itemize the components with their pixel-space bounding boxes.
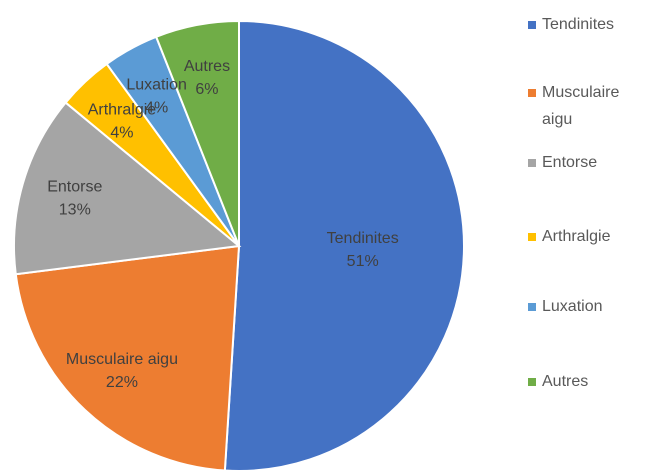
slice-category-label: Autres: [184, 58, 230, 75]
slice-value-label: 22%: [106, 374, 138, 391]
legend-text: Luxation: [542, 298, 603, 315]
slice-value-label: 13%: [59, 202, 91, 219]
slice-category-label: Tendinites: [327, 230, 399, 247]
legend-marker: [528, 378, 536, 386]
pie-slice: [14, 244, 241, 471]
legend-marker: [528, 233, 536, 241]
pie-slice: [154, 19, 240, 247]
slice-category-label: Musculaire aigu: [66, 351, 178, 368]
pie-slice: [223, 19, 465, 471]
slice-value-label: 6%: [195, 81, 218, 98]
legend-text-line: Musculaire: [542, 84, 619, 101]
pie-slice: [13, 101, 242, 276]
slice-value-label: 51%: [347, 253, 379, 270]
slice-value-label: 4%: [145, 99, 168, 116]
legend-marker: [528, 303, 536, 311]
legend-marker: [528, 159, 536, 167]
slice-value-label: 4%: [110, 125, 133, 142]
legend-text: Tendinites: [542, 16, 614, 33]
slice-category-label: Luxation: [126, 76, 187, 93]
legend-text-line: aigu: [542, 111, 572, 128]
slice-category-label: Entorse: [47, 179, 102, 196]
legend-text: Autres: [542, 373, 588, 390]
legend-text: Musculaire aigu: [542, 84, 619, 128]
legend-text: Entorse: [542, 154, 597, 171]
legend-text: Arthralgie: [542, 228, 611, 245]
legend-marker: [528, 89, 536, 97]
slice-category-label: Arthralgie: [88, 102, 157, 119]
legend-marker: [528, 21, 536, 29]
